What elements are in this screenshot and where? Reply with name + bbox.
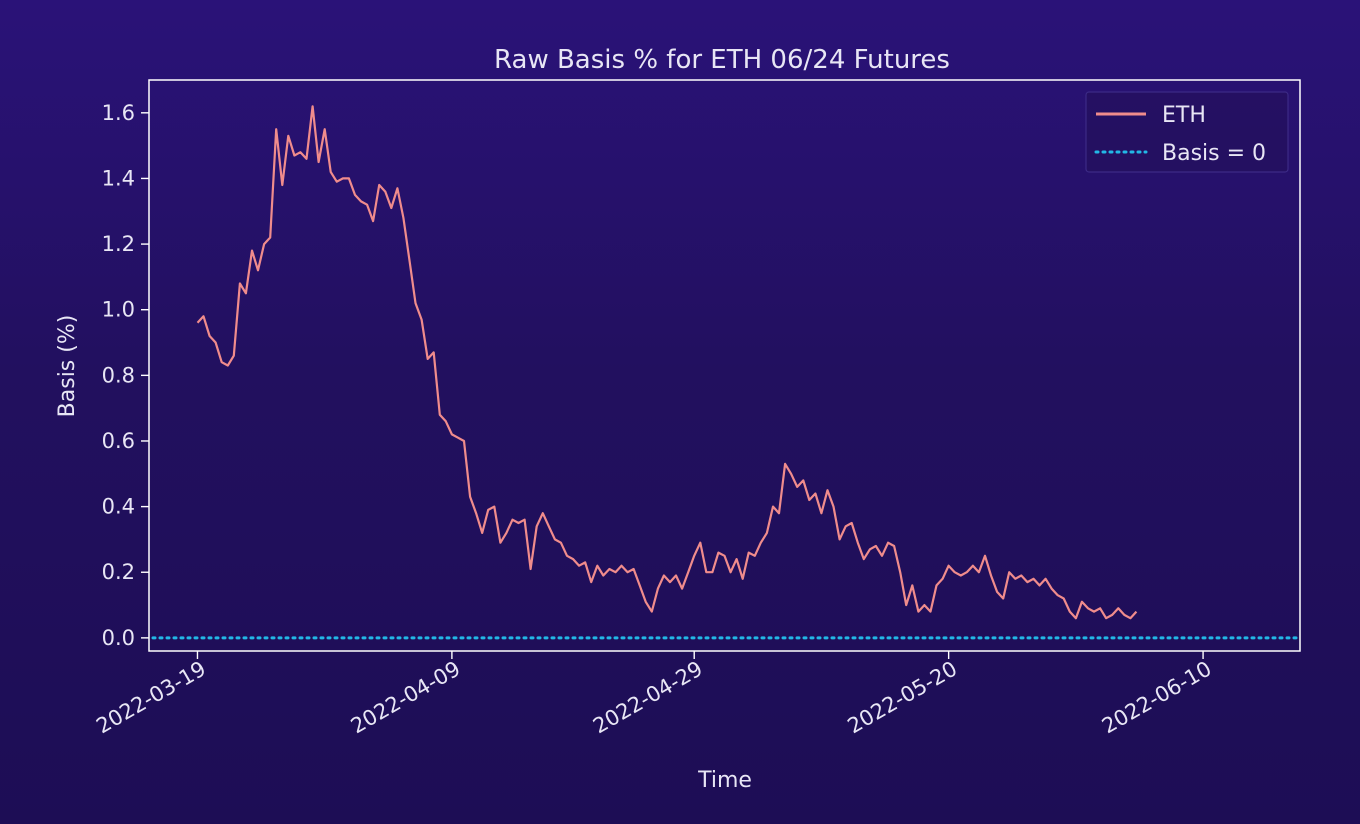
y-tick-label: 1.4 [102,166,135,190]
plot-area-frame [148,79,1301,652]
x-tick-label: 2022-06-10 [1098,657,1216,739]
y-axis-label: Basis (%) [55,315,80,418]
y-tick-label: 0.6 [102,429,135,453]
x-tick-label: 2022-04-29 [589,657,707,739]
chart-title: Raw Basis % for ETH 06/24 Futures [494,45,950,75]
y-tick-label: 0.4 [102,495,135,519]
x-axis-label: Time [697,768,752,793]
legend: ETH Basis = 0 [1085,91,1289,173]
x-tick-label: 2022-03-19 [92,657,210,739]
y-tick-label: 0.0 [102,626,135,650]
y-tick-label: 1.2 [102,232,135,256]
y-tick-label: 1.0 [102,298,135,322]
eth-series-line [196,105,1138,620]
y-tick-label: 0.8 [102,363,135,387]
legend-basis-zero-label: Basis = 0 [1162,141,1266,166]
x-axis: 2022-03-19 2022-04-09 2022-04-29 2022-05-20… [92,651,1216,739]
y-tick-label: 1.6 [102,101,135,125]
legend-eth-label: ETH [1162,103,1206,128]
y-tick-label: 0.2 [102,560,135,584]
x-tick-label: 2022-04-09 [347,657,465,739]
x-tick-label: 2022-05-20 [843,657,961,739]
y-axis: 0.0 0.2 0.4 0.6 0.8 1.0 1.2 1.4 1.6 [102,101,149,650]
